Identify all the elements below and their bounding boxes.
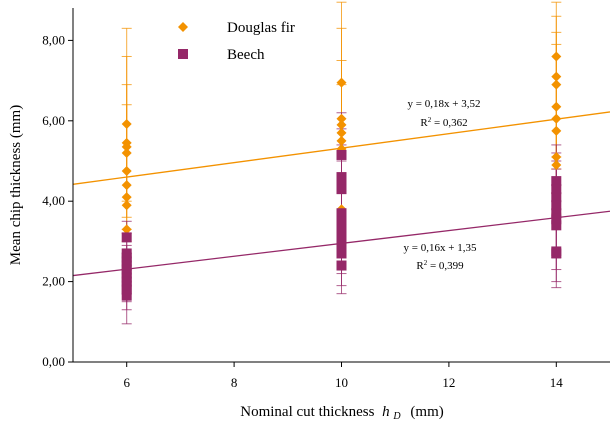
data-point-douglas-fir: [336, 135, 347, 146]
data-point-beech: [336, 248, 347, 259]
y-ticks: 0,00 2,00 4,00 6,00 8,00: [42, 32, 73, 369]
r2-value: = 0,399: [427, 260, 464, 272]
data-point-douglas-fir: [551, 125, 562, 136]
data-point-douglas-fir: [336, 77, 347, 88]
data-point-beech: [336, 240, 347, 251]
trend-r2-douglas-fir: R2 = 0,362: [420, 116, 467, 129]
x-axis-title-subscript: D: [392, 411, 401, 422]
y-tick-label: 8,00: [42, 32, 65, 47]
x-tick-label: 14: [550, 375, 564, 390]
y-tick-label: 0,00: [42, 354, 65, 369]
trend-r2-beech: R2 = 0,399: [416, 259, 464, 272]
data-point-beech: [336, 172, 347, 183]
data-point-beech: [551, 200, 562, 211]
r2-value: = 0,362: [431, 117, 467, 129]
y-tick-label: 2,00: [42, 274, 65, 289]
trend-annotation-douglas-fir: y = 0,18x + 3,52 R2 = 0,362: [408, 98, 481, 129]
data-point-douglas-fir: [551, 79, 562, 90]
data-point-douglas-fir: [551, 71, 562, 82]
data-point-beech: [551, 176, 562, 187]
data-point-douglas-fir: [121, 147, 132, 158]
x-axis-title-symbol: h: [382, 404, 390, 420]
x-tick-label: 6: [123, 375, 130, 390]
x-axis-title-unit: (mm): [410, 404, 443, 420]
data-point-beech: [551, 214, 562, 225]
plot-area: [72, 1, 610, 325]
data-point-douglas-fir: [551, 51, 562, 62]
data-point-beech: [336, 184, 347, 195]
data-point-beech: [336, 232, 347, 243]
data-point-beech: [121, 232, 132, 243]
r2-label: R: [416, 260, 424, 272]
legend-square-marker: [178, 49, 188, 59]
data-point-douglas-fir: [336, 119, 347, 130]
x-axis-title: Nominal cut thickness h D (mm): [240, 404, 443, 423]
x-axis-title-text: Nominal cut thickness: [240, 404, 374, 420]
data-point-beech: [121, 284, 132, 295]
r2-superscript: 2: [424, 259, 428, 267]
data-point-douglas-fir: [121, 166, 132, 177]
trend-equation-douglas-fir: y = 0,18x + 3,52: [408, 98, 481, 110]
data-point-douglas-fir: [551, 151, 562, 162]
data-point-douglas-fir: [121, 119, 132, 130]
data-point-douglas-fir: [336, 127, 347, 138]
data-point-beech: [551, 248, 562, 259]
data-point-beech: [336, 224, 347, 235]
x-ticks: 6 8 10 12 14: [123, 362, 563, 390]
data-point-beech: [336, 149, 347, 160]
data-point-beech: [121, 290, 132, 301]
data-point-beech: [336, 260, 347, 271]
y-tick-label: 4,00: [42, 193, 65, 208]
x-tick-label: 12: [442, 375, 455, 390]
legend-diamond-marker: [178, 22, 188, 32]
data-point-douglas-fir: [551, 160, 562, 171]
data-point-beech: [336, 208, 347, 219]
x-tick-label: 8: [231, 375, 238, 390]
y-tick-label: 6,00: [42, 113, 65, 128]
data-point-beech: [551, 208, 562, 219]
data-point-douglas-fir: [551, 113, 562, 124]
data-point-beech: [551, 192, 562, 203]
trend-annotation-beech: y = 0,16x + 1,35 R2 = 0,399: [404, 242, 477, 272]
data-point-beech: [551, 184, 562, 195]
data-point-beech: [336, 216, 347, 227]
data-point-beech: [551, 220, 562, 231]
markers: [121, 51, 562, 301]
data-point-douglas-fir: [336, 113, 347, 124]
legend-label-douglas-fir: Douglas fir: [227, 20, 295, 36]
data-point-douglas-fir: [551, 101, 562, 112]
trend-equation-beech: y = 0,16x + 1,35: [404, 242, 477, 254]
legend: Douglas fir Beech: [178, 20, 295, 63]
data-point-douglas-fir: [121, 200, 132, 211]
data-point-douglas-fir: [121, 192, 132, 203]
r2-label: R: [420, 117, 428, 129]
x-tick-label: 10: [335, 375, 348, 390]
data-point-douglas-fir: [121, 180, 132, 191]
legend-label-beech: Beech: [227, 47, 265, 63]
r2-superscript: 2: [428, 116, 432, 124]
data-point-douglas-fir: [121, 141, 132, 152]
data-point-douglas-fir: [121, 224, 132, 235]
y-axis-title: Mean chip thickness (mm): [8, 105, 24, 265]
